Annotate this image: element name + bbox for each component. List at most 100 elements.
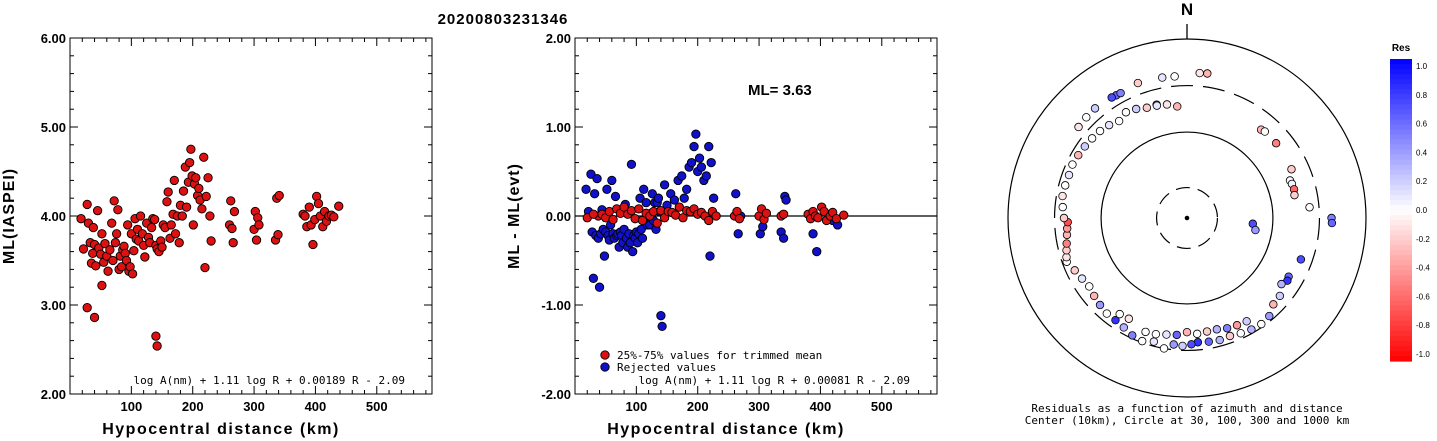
residual-point	[1247, 325, 1256, 334]
rejected-point	[647, 189, 657, 199]
colorbar-segment	[1390, 69, 1412, 75]
rejected-point	[778, 233, 789, 243]
data-point	[197, 204, 207, 214]
x-tick-label: 400	[305, 399, 327, 414]
data-point	[100, 238, 110, 249]
y-tick-label: 3.00	[41, 298, 66, 313]
data-point	[226, 196, 236, 206]
data-point	[152, 341, 162, 351]
data-point	[89, 312, 100, 323]
x-tick-label: 300	[748, 399, 770, 414]
y-tick-label: -2.00	[541, 387, 571, 402]
rejected-point	[808, 229, 818, 239]
colorbar-segment	[1390, 129, 1412, 136]
colorbar-segment	[1390, 139, 1412, 146]
legend-rejected-label: Rejected values	[617, 361, 716, 374]
residual-point	[1133, 78, 1143, 88]
data-point	[205, 211, 215, 221]
rejected-point	[607, 175, 617, 186]
residual-point	[1131, 104, 1141, 114]
colorbar-segment	[1390, 169, 1412, 176]
data-point	[92, 206, 103, 216]
ring-100km	[1100, 131, 1274, 305]
colorbar-segment	[1390, 305, 1412, 312]
residual-point	[1178, 341, 1187, 351]
colorbar-segment	[1390, 94, 1412, 100]
colorbar-segment	[1390, 330, 1412, 337]
residual-point	[1058, 202, 1067, 212]
data-point	[194, 183, 204, 194]
rejected-point	[602, 184, 612, 194]
data-point	[129, 246, 139, 256]
x-tick-label: 300	[243, 399, 265, 414]
residual-point	[1151, 329, 1161, 339]
data-point	[76, 214, 86, 224]
colorbar-segment	[1390, 345, 1412, 352]
colorbar-segment	[1390, 89, 1412, 95]
colorbar-segment	[1390, 210, 1412, 216]
residual-point	[1202, 327, 1212, 336]
data-point	[91, 261, 101, 271]
north-label: N	[1181, 0, 1193, 19]
residual-point	[1137, 336, 1147, 346]
rejected-point	[709, 193, 719, 203]
residual-point	[1225, 331, 1235, 341]
residual-point	[1116, 88, 1125, 98]
data-point	[111, 229, 122, 239]
residual-point	[1257, 319, 1266, 329]
kept-point	[778, 209, 789, 219]
colorbar-segment	[1390, 355, 1412, 362]
polar-caption-1: Residuals as a function of azimuth and d…	[1031, 402, 1342, 415]
data-point	[206, 236, 216, 246]
colorbar-segment	[1390, 164, 1412, 171]
rejected-point	[594, 282, 605, 292]
data-point	[146, 222, 157, 233]
colorbar-segment	[1390, 174, 1412, 181]
residual-point	[1215, 335, 1224, 345]
ring-300km	[1053, 84, 1321, 352]
colorbar-segment	[1390, 144, 1412, 151]
y-tick-label: 2.00	[546, 31, 571, 46]
data-point	[200, 262, 210, 273]
rejected-point	[657, 321, 667, 332]
colorbar-segment	[1390, 194, 1412, 201]
residual-point	[1074, 122, 1083, 132]
data-point	[308, 239, 318, 250]
rejected-point	[706, 157, 716, 168]
residual-point	[1251, 225, 1260, 235]
data-point	[300, 211, 310, 221]
colorbar-segment	[1390, 184, 1412, 191]
y-tick-label: 0.00	[546, 209, 571, 224]
residual-point	[1061, 181, 1070, 190]
residual-point	[1204, 337, 1214, 346]
colorbar-segment	[1390, 159, 1412, 166]
colorbar-segment	[1390, 204, 1412, 211]
colorbar-label: -0.2	[1416, 235, 1430, 244]
formula-label: log A(nm) + 1.11 log R + 0.00189 R - 2.0…	[133, 374, 405, 387]
residual-point	[1170, 72, 1179, 81]
kept-point	[619, 202, 629, 212]
colorbar-segment	[1390, 255, 1412, 261]
residual-point	[1142, 103, 1152, 112]
rejected-point	[731, 189, 741, 199]
colorbar-segment	[1390, 149, 1412, 156]
residual-point	[1085, 282, 1094, 291]
residual-point	[1169, 340, 1178, 349]
rejected-point	[659, 180, 670, 190]
kept-point	[634, 204, 644, 214]
colorbar-segment	[1390, 230, 1412, 236]
polar-caption-2: Center (10km), Circle at 30, 100, 300 an…	[1025, 414, 1350, 427]
data-point	[334, 201, 344, 211]
data-point	[251, 235, 262, 245]
data-point	[135, 211, 146, 221]
colorbar-label: 0.2	[1416, 177, 1428, 186]
rejected-point	[626, 159, 637, 170]
rejected-point	[581, 184, 591, 194]
kept-point	[588, 209, 599, 219]
y-tick-label: 5.00	[41, 120, 66, 135]
residual-point	[1124, 314, 1134, 323]
ml-annotation: ML= 3.63	[748, 82, 812, 99]
rejected-point	[592, 173, 602, 184]
rejected-point	[686, 157, 697, 168]
